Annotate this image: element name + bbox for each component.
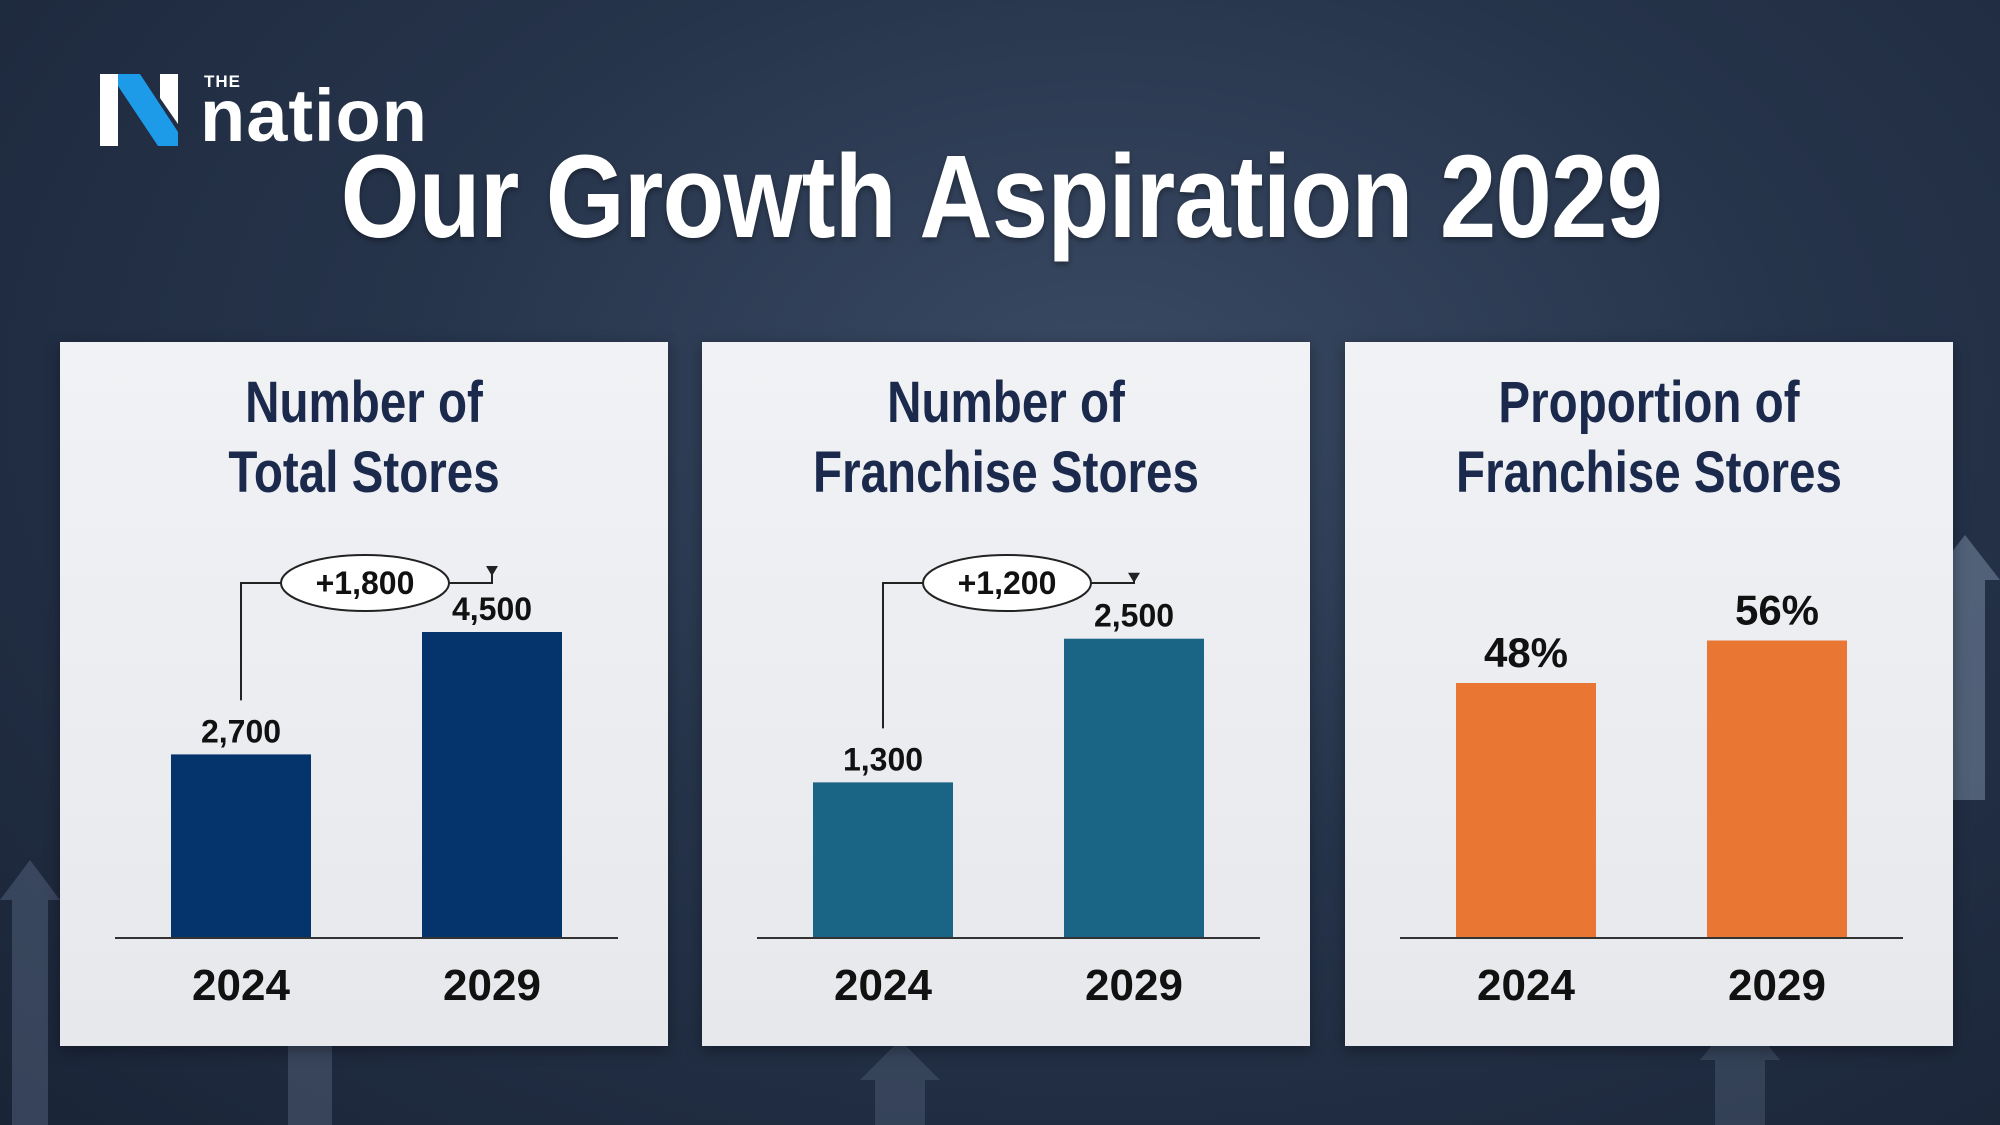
value-label-2024: 48% [1484,629,1568,676]
value-label-2029: 4,500 [452,591,532,627]
category-label-2029: 2029 [443,961,541,1010]
chart-franchise-proportion: 48% 2024 56% 2029 [1400,587,1903,1010]
panel-title: Proportion of Franchise Stores [1400,368,1899,508]
panel-title: Number of Total Stores [115,368,614,508]
category-label-2024: 2024 [1477,961,1575,1010]
panel-title-line-2: Franchise Stores [1456,440,1842,505]
panel-title-line-1: Number of [245,370,483,435]
panel-franchise-proportion: Proportion of Franchise Stores 48% 2024 56… [1345,342,1953,1046]
bar-2029 [1707,640,1847,938]
change-label: +1,200 [958,565,1057,601]
panel-title-line-1: Proportion of [1498,370,1800,435]
panel-title-line-2: Total Stores [228,440,500,505]
nation-logo-icon [100,74,178,146]
change-oval [280,554,450,612]
panel-title-line-2: Franchise Stores [813,440,1199,505]
logo-prefix: THE [204,72,241,91]
bar-2029 [422,632,562,938]
chart-total-stores: 2,700 2024 4,500 2029 +1,800 [115,554,618,1010]
page-title: Our Growth Aspiration 2029 [340,131,1663,263]
brand-logo: THE nation [100,70,480,156]
panel-total-stores: Number of Total Stores 2,700 2024 4,500 202… [60,342,668,1046]
bar-2024 [171,754,311,938]
value-label-2029: 2,500 [1094,598,1174,634]
bar-2024 [813,782,953,938]
connector-arrowhead-icon [1128,572,1140,583]
bar-2029 [1064,638,1204,938]
bar-2024 [1456,683,1596,938]
panel-franchise-stores: Number of Franchise Stores 1,300 2024 2,50… [702,342,1310,1046]
panel-title: Number of Franchise Stores [757,368,1256,508]
value-label-2024: 2,700 [201,713,281,749]
change-label: +1,800 [316,565,415,601]
category-label-2029: 2029 [1728,961,1826,1010]
category-label-2029: 2029 [1085,961,1183,1010]
chart-franchise-stores: 1,300 2024 2,500 2029 +1,200 [757,554,1260,1010]
value-label-2029: 56% [1735,587,1819,634]
category-label-2024: 2024 [834,961,932,1010]
connector-arrowhead-icon [486,566,498,576]
value-label-2024: 1,300 [843,741,923,777]
logo-wordmark: nation [200,74,428,157]
category-label-2024: 2024 [192,961,290,1010]
change-oval [922,554,1092,612]
panel-title-line-1: Number of [887,370,1125,435]
